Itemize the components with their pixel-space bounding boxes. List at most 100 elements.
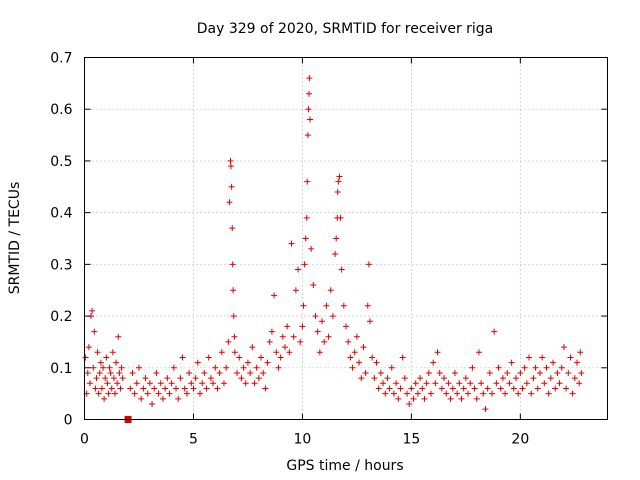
data-point — [86, 380, 93, 387]
data-point — [306, 75, 313, 82]
data-point — [465, 390, 472, 397]
data-point — [286, 349, 293, 356]
data-point — [404, 390, 411, 397]
data-point — [499, 375, 506, 382]
data-point — [84, 369, 91, 376]
data-point — [110, 375, 117, 382]
data-point — [427, 390, 434, 397]
data-point — [489, 390, 496, 397]
data-point — [304, 178, 311, 185]
data-point — [539, 354, 546, 361]
data-point — [108, 385, 115, 392]
data-point — [297, 338, 304, 345]
data-point — [417, 375, 424, 382]
data-point — [220, 380, 227, 387]
data-point — [460, 385, 467, 392]
data-point — [113, 359, 120, 366]
data-point — [482, 406, 489, 413]
data-point — [199, 380, 206, 387]
data-point — [353, 333, 360, 340]
data-point — [159, 395, 166, 402]
data-point — [573, 359, 580, 366]
data-point — [175, 395, 182, 402]
data-point — [112, 390, 119, 397]
data-point — [351, 349, 358, 356]
data-point — [443, 390, 450, 397]
data-point — [203, 385, 210, 392]
data-point — [393, 380, 400, 387]
data-point — [144, 390, 151, 397]
data-point — [96, 369, 103, 376]
data-point — [109, 349, 116, 356]
data-point — [449, 385, 456, 392]
data-point — [151, 385, 158, 392]
data-point — [408, 385, 415, 392]
data-point — [504, 369, 511, 376]
data-point — [201, 369, 208, 376]
data-point — [194, 359, 201, 366]
data-point — [563, 385, 570, 392]
data-point — [230, 287, 237, 294]
data-point — [345, 338, 352, 345]
data-point — [196, 390, 203, 397]
data-point — [375, 385, 382, 392]
data-point — [480, 390, 487, 397]
data-point — [98, 385, 105, 392]
data-point — [153, 369, 160, 376]
data-point — [360, 344, 367, 351]
data-point — [366, 318, 373, 325]
x-tick-label: 15 — [402, 432, 420, 448]
data-point — [334, 188, 341, 195]
data-point — [530, 375, 537, 382]
data-point — [478, 380, 485, 387]
data-point — [307, 116, 314, 123]
data-point — [304, 132, 311, 139]
data-point — [127, 385, 134, 392]
y-tick-labels: 0 0.1 0.2 0.3 0.4 0.5 0.6 0.7 — [50, 51, 72, 429]
x-tick-label: 20 — [511, 432, 529, 448]
data-point — [565, 369, 572, 376]
data-point — [336, 173, 343, 180]
data-point — [133, 380, 140, 387]
data-point — [319, 318, 326, 325]
data-point — [225, 338, 232, 345]
data-point — [436, 369, 443, 376]
data-point — [192, 375, 199, 382]
data-point — [92, 385, 99, 392]
data-point — [310, 282, 317, 289]
data-point — [329, 313, 336, 320]
data-point — [249, 344, 256, 351]
data-point — [333, 235, 340, 242]
data-point — [244, 359, 251, 366]
data-point — [266, 338, 273, 345]
data-point — [349, 364, 356, 371]
data-point — [560, 344, 567, 351]
data-point — [467, 380, 474, 387]
data-point — [495, 364, 502, 371]
data-point — [102, 375, 109, 382]
data-point — [271, 292, 278, 299]
data-point — [571, 375, 578, 382]
y-tick-label: 0.1 — [50, 361, 72, 377]
data-point — [290, 333, 297, 340]
data-point — [552, 385, 559, 392]
data-point — [116, 369, 123, 376]
data-point — [166, 390, 173, 397]
data-point — [295, 266, 302, 273]
data-point — [512, 375, 519, 382]
data-point — [105, 390, 112, 397]
data-point — [302, 235, 309, 242]
data-point — [140, 385, 147, 392]
x-tick-label: 5 — [189, 432, 198, 448]
data-point — [332, 251, 339, 258]
data-point — [186, 369, 193, 376]
data-point — [362, 369, 369, 376]
data-point — [292, 287, 299, 294]
data-point — [300, 302, 307, 309]
data-point — [288, 240, 295, 247]
chart-title: Day 329 of 2020, SRMTID for receiver rig… — [197, 21, 494, 37]
data-point — [550, 359, 557, 366]
data-point — [410, 395, 417, 402]
data-point — [493, 380, 500, 387]
data-point — [471, 385, 478, 392]
